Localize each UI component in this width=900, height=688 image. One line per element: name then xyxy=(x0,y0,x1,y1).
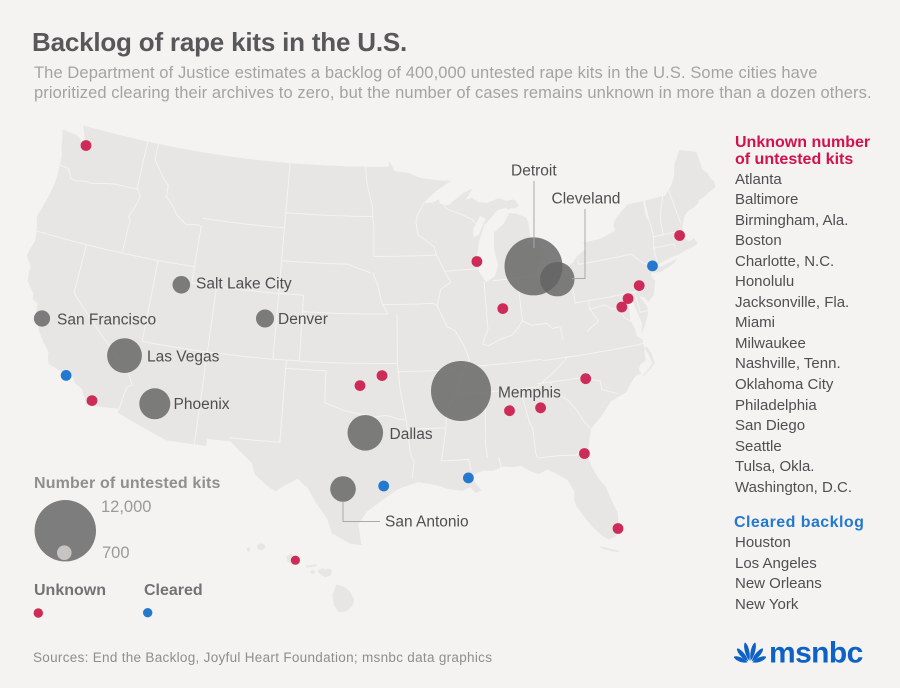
svg-text:Las Vegas: Las Vegas xyxy=(147,349,220,366)
svg-text:Detroit: Detroit xyxy=(511,163,557,180)
svg-text:Phoenix: Phoenix xyxy=(174,396,230,413)
svg-text:Dallas: Dallas xyxy=(390,426,433,443)
svg-text:Salt Lake City: Salt Lake City xyxy=(196,276,292,293)
svg-text:San Francisco: San Francisco xyxy=(57,312,156,329)
svg-text:Memphis: Memphis xyxy=(498,385,561,402)
svg-text:San Antonio: San Antonio xyxy=(385,514,469,531)
svg-text:msnbc: msnbc xyxy=(769,638,863,668)
svg-text:Cleveland: Cleveland xyxy=(552,191,621,208)
svg-text:Denver: Denver xyxy=(278,311,328,328)
